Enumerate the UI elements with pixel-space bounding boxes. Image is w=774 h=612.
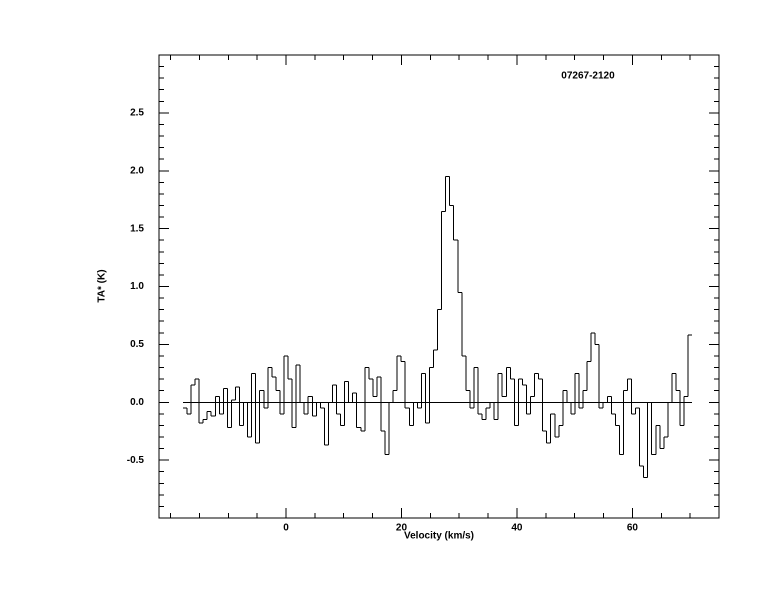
annotation: 07267-2120	[561, 71, 615, 82]
y-axis-label: TA* (K)	[97, 269, 108, 302]
x-tick-label: 40	[511, 523, 523, 534]
y-tick-label: 1.0	[130, 281, 144, 292]
x-tick-label: 0	[283, 523, 289, 534]
y-tick-label: 0.0	[130, 397, 144, 408]
y-tick-label: 2.0	[130, 165, 144, 176]
y-tick-label: 0.5	[130, 339, 144, 350]
y-tick-label: 2.5	[130, 108, 144, 119]
x-tick-label: 20	[396, 523, 408, 534]
x-axis-label: Velocity (km/s)	[404, 531, 474, 542]
x-tick-label: 60	[627, 523, 639, 534]
y-tick-label: 1.5	[130, 223, 144, 234]
plot-frame	[158, 54, 720, 519]
y-tick-label: -0.5	[127, 455, 145, 466]
